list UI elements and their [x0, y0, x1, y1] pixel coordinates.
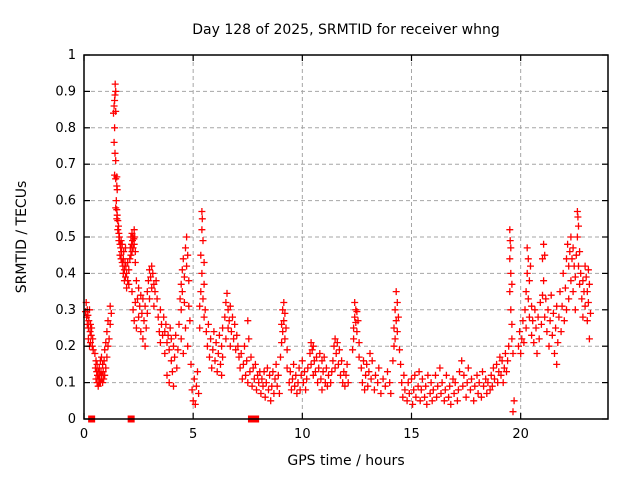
y-tick-label: 0.8 — [55, 121, 76, 136]
x-tick-label: 15 — [403, 427, 420, 442]
x-tick-label: 20 — [512, 427, 529, 442]
x-tick-label: 10 — [294, 427, 311, 442]
y-tick-label: 0 — [68, 412, 76, 427]
y-tick-label: 0.7 — [55, 157, 76, 172]
y-tick-label: 1 — [68, 48, 76, 63]
y-tick-label: 0.1 — [55, 376, 76, 391]
y-tick-label: 0.5 — [55, 230, 76, 245]
y-tick-label: 0.6 — [55, 194, 76, 209]
chart-title: Day 128 of 2025, SRMTID for receiver whn… — [192, 22, 500, 38]
y-tick-label: 0.4 — [55, 266, 76, 281]
x-tick-label: 0 — [80, 427, 88, 442]
y-axis-label: SRMTID / TECUs — [14, 181, 30, 294]
tick-labels: 00.10.20.30.40.50.60.70.80.910 5 10 15 20 — [55, 48, 529, 442]
x-tick-label: 5 — [189, 427, 197, 442]
x-axis-label: GPS time / hours — [287, 453, 404, 469]
plot-border-and-ticks — [83, 54, 609, 420]
y-tick-label: 0.9 — [55, 84, 76, 99]
y-tick-label: 0.2 — [55, 339, 76, 354]
y-tick-label: 0.3 — [55, 303, 76, 318]
scatter-plus-markers — [82, 80, 594, 416]
